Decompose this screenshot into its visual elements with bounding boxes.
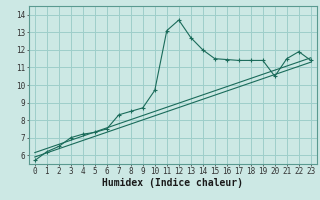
- X-axis label: Humidex (Indice chaleur): Humidex (Indice chaleur): [102, 178, 243, 188]
